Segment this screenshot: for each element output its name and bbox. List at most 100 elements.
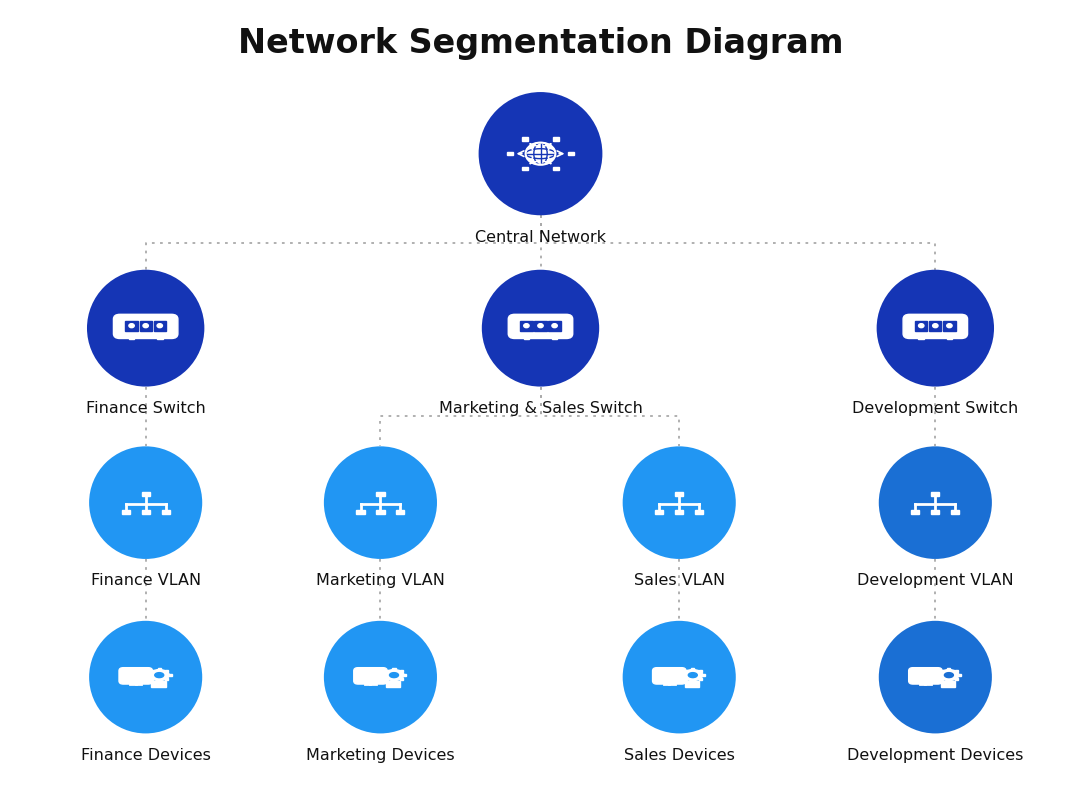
- Bar: [936, 674, 939, 676]
- Text: Development VLAN: Development VLAN: [857, 573, 1014, 588]
- Text: Development Devices: Development Devices: [848, 748, 1024, 763]
- Bar: [916, 321, 927, 331]
- Circle shape: [552, 324, 558, 328]
- Bar: [919, 334, 924, 339]
- Ellipse shape: [877, 270, 995, 387]
- Circle shape: [523, 324, 529, 328]
- Bar: [955, 679, 958, 680]
- Bar: [139, 321, 151, 331]
- Text: Marketing VLAN: Marketing VLAN: [316, 573, 445, 588]
- Bar: [955, 670, 958, 671]
- Bar: [698, 670, 702, 671]
- Text: Sales VLAN: Sales VLAN: [633, 573, 724, 588]
- Text: Marketing & Sales Switch: Marketing & Sales Switch: [439, 401, 642, 416]
- Ellipse shape: [155, 672, 163, 678]
- Bar: [691, 668, 694, 670]
- Bar: [552, 166, 559, 170]
- Bar: [552, 137, 559, 140]
- Bar: [683, 670, 686, 671]
- Bar: [147, 674, 150, 676]
- Bar: [357, 510, 364, 514]
- Circle shape: [525, 143, 556, 165]
- FancyBboxPatch shape: [653, 667, 686, 684]
- Bar: [169, 674, 172, 676]
- Bar: [523, 334, 530, 339]
- Bar: [683, 679, 686, 680]
- Bar: [158, 668, 161, 670]
- Text: Finance VLAN: Finance VLAN: [91, 573, 201, 588]
- Bar: [400, 670, 403, 671]
- Ellipse shape: [939, 670, 959, 680]
- Bar: [520, 321, 533, 331]
- Bar: [947, 668, 950, 670]
- Bar: [947, 334, 952, 339]
- Bar: [931, 510, 939, 514]
- Bar: [944, 321, 956, 331]
- Bar: [158, 680, 161, 682]
- Bar: [154, 321, 165, 331]
- Bar: [129, 334, 134, 339]
- Bar: [958, 674, 961, 676]
- Ellipse shape: [479, 92, 602, 215]
- Bar: [165, 679, 169, 680]
- Circle shape: [538, 324, 543, 328]
- Ellipse shape: [689, 672, 697, 678]
- Bar: [680, 674, 683, 676]
- Text: Finance Switch: Finance Switch: [85, 401, 205, 416]
- FancyBboxPatch shape: [903, 314, 967, 338]
- Ellipse shape: [879, 446, 992, 559]
- Bar: [947, 680, 950, 682]
- Bar: [142, 492, 150, 496]
- Bar: [930, 321, 942, 331]
- Ellipse shape: [945, 672, 953, 678]
- Bar: [385, 679, 388, 680]
- Circle shape: [947, 324, 952, 328]
- Bar: [939, 679, 943, 680]
- Circle shape: [143, 324, 148, 328]
- Ellipse shape: [324, 621, 437, 734]
- FancyBboxPatch shape: [353, 667, 387, 684]
- Bar: [161, 510, 170, 514]
- Bar: [684, 681, 699, 687]
- Ellipse shape: [879, 621, 992, 734]
- Bar: [386, 681, 400, 687]
- Bar: [376, 510, 385, 514]
- Ellipse shape: [623, 621, 736, 734]
- Circle shape: [129, 324, 134, 328]
- Ellipse shape: [89, 446, 202, 559]
- Bar: [951, 510, 959, 514]
- Bar: [376, 492, 385, 496]
- Bar: [534, 321, 547, 331]
- Circle shape: [919, 324, 924, 328]
- FancyBboxPatch shape: [909, 667, 942, 684]
- Ellipse shape: [683, 670, 703, 680]
- Bar: [142, 510, 150, 514]
- Bar: [676, 492, 683, 496]
- Bar: [655, 510, 664, 514]
- Circle shape: [933, 324, 938, 328]
- Bar: [911, 510, 920, 514]
- Circle shape: [157, 324, 162, 328]
- Bar: [940, 681, 956, 687]
- Bar: [548, 321, 561, 331]
- FancyBboxPatch shape: [114, 314, 178, 338]
- Bar: [157, 334, 162, 339]
- Ellipse shape: [389, 672, 399, 678]
- Text: Finance Devices: Finance Devices: [81, 748, 211, 763]
- Bar: [385, 670, 388, 671]
- Ellipse shape: [384, 670, 404, 680]
- Ellipse shape: [482, 270, 599, 387]
- Bar: [676, 510, 683, 514]
- Bar: [702, 674, 705, 676]
- Text: Network Segmentation Diagram: Network Segmentation Diagram: [238, 27, 843, 60]
- Bar: [522, 166, 529, 170]
- Bar: [551, 334, 558, 339]
- Bar: [568, 152, 574, 156]
- Bar: [691, 680, 694, 682]
- Bar: [122, 510, 130, 514]
- Text: Development Switch: Development Switch: [852, 401, 1018, 416]
- Bar: [939, 670, 943, 671]
- Bar: [392, 680, 396, 682]
- FancyBboxPatch shape: [508, 314, 573, 338]
- Bar: [382, 674, 385, 676]
